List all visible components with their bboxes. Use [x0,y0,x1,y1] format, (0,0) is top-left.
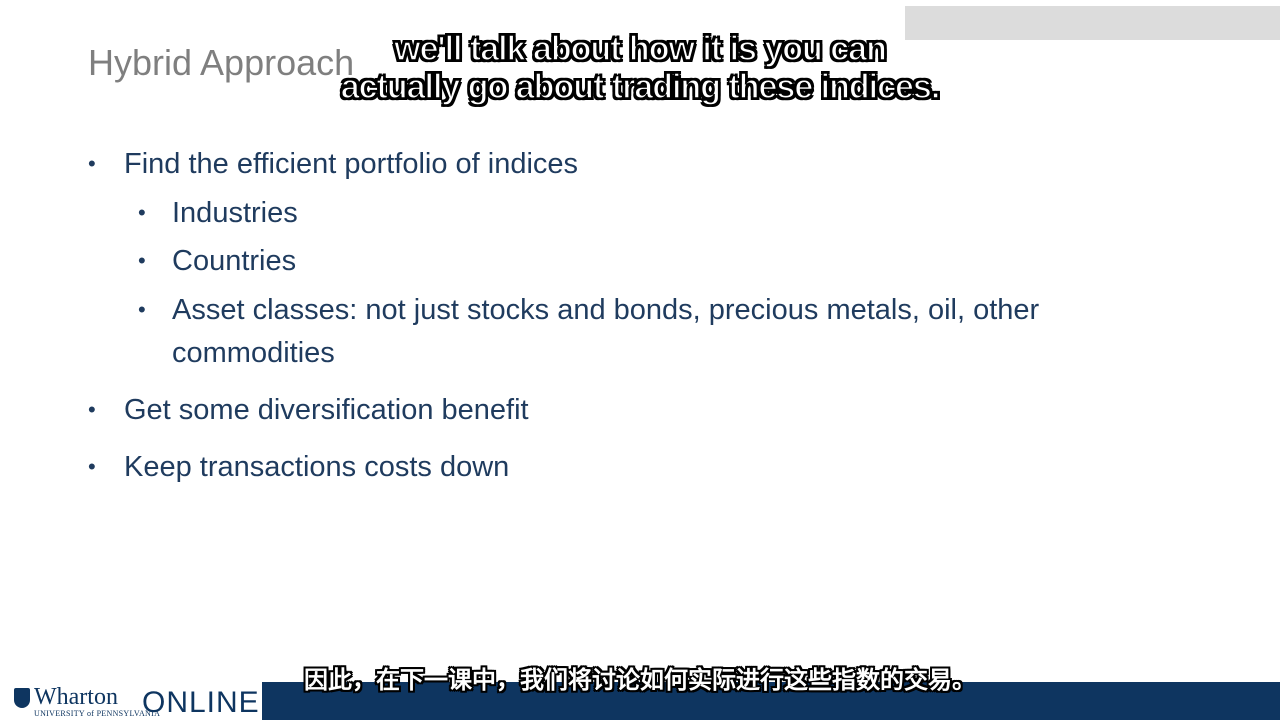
bullet-dot-icon: • [138,248,146,273]
bullet-text: Find the efficient portfolio of indices [124,148,579,180]
bullet-text: Countries [172,245,297,277]
logo-online-text: ONLINE [142,686,260,719]
english-subtitle-line-2: actually go about trading these indices. [340,67,941,107]
bullet-text: Industries [172,197,298,229]
bullet-text: commodities [172,337,335,369]
bullet-dot-icon: • [88,454,96,479]
chinese-subtitle: 因此，在下一课中，我们将讨论如何实际进行这些指数的交易。 [304,667,976,694]
footer-bar: Wharton UNIVERSITY of PENNSYLVANIA ONLIN… [0,682,1280,720]
top-gray-bar [905,6,1280,40]
bullet-dot-icon: • [88,397,96,422]
slide-title: Hybrid Approach [88,42,355,83]
wharton-online-logo: Wharton UNIVERSITY of PENNSYLVANIA ONLIN… [0,682,262,720]
bullet-dot-icon: • [138,200,146,225]
shield-icon [14,688,30,708]
bullet-text: Keep transactions costs down [124,451,510,483]
bullet-text: Get some diversification benefit [124,394,529,426]
bullet-dot-icon: • [138,297,146,322]
bullet-dot-icon: • [88,151,96,176]
logo-university-text: UNIVERSITY of PENNSYLVANIA [34,709,161,718]
bullet-text: Asset classes: not just stocks and bonds… [172,294,1040,326]
logo-wharton-text: Wharton [34,684,118,710]
english-subtitle-line-1: we'll talk about how it is you can [393,29,887,69]
